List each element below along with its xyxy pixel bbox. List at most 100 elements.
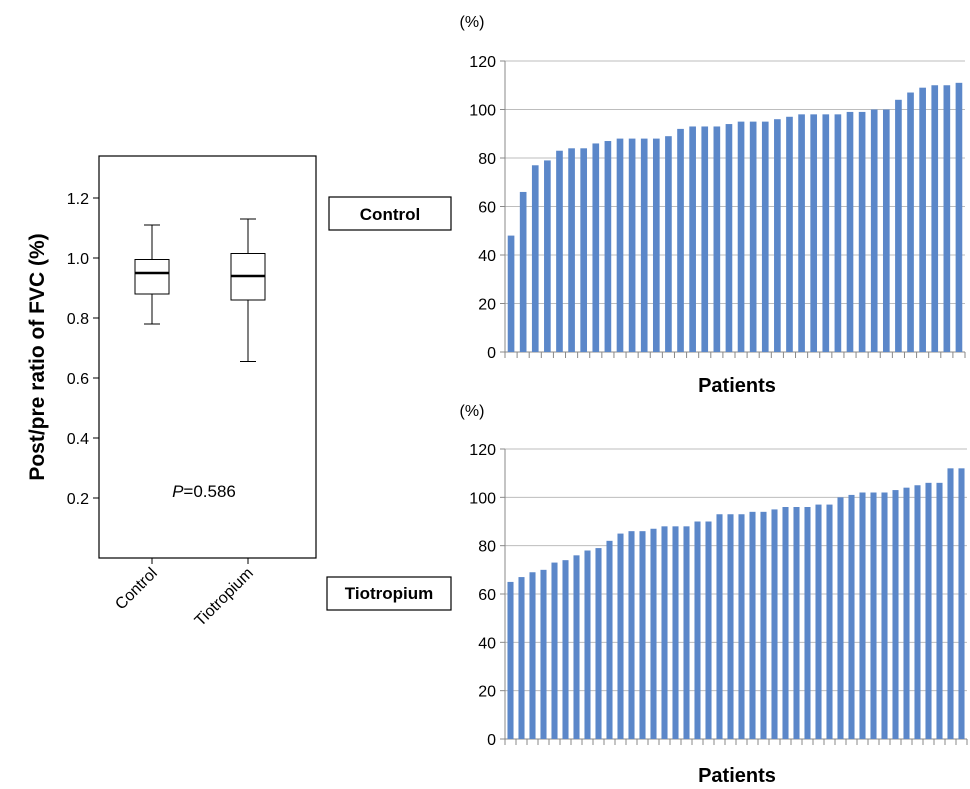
bar — [892, 490, 899, 739]
bar — [604, 141, 612, 352]
y-tick-label: 80 — [478, 539, 496, 556]
bar — [705, 521, 712, 739]
bar — [848, 494, 855, 739]
bar — [826, 504, 833, 739]
bar — [798, 114, 805, 352]
bar — [846, 111, 854, 352]
tiotropium-bar-chart: (%) 0 20 40 60 80 100 120 Patients — [460, 403, 968, 787]
bar — [761, 121, 769, 352]
bar — [749, 121, 757, 352]
bar — [895, 99, 902, 352]
bar — [760, 511, 767, 739]
bar — [858, 111, 866, 352]
bar — [573, 555, 580, 739]
boxplot-y-tick-label: 1.2 — [67, 191, 89, 208]
bar — [919, 87, 926, 353]
boxplot-y-axis-label: Post/pre ratio of FVC (%) — [26, 233, 49, 480]
boxplot-y-ticks: 0.2 0.4 0.6 0.8 1.0 1.2 — [67, 191, 99, 508]
y-tick-label: 120 — [469, 442, 496, 459]
bar — [518, 577, 525, 739]
boxplot-x-tick-label: Control — [112, 565, 160, 613]
group-label-tiotropium-text: Tiotropium — [345, 584, 433, 603]
boxplot-x-tick-label: Tiotropium — [192, 565, 257, 630]
tiotropium-bars — [507, 468, 965, 739]
y-tick-label: 40 — [478, 248, 496, 265]
y-tick-label: 80 — [478, 151, 496, 168]
bar — [955, 82, 963, 352]
bar — [531, 165, 539, 352]
bar — [943, 85, 951, 352]
bar — [519, 191, 527, 352]
y-tick-label: 60 — [478, 587, 496, 604]
bar — [837, 497, 844, 739]
y-tick-label: 20 — [478, 684, 496, 701]
group-label-tiotropium: Tiotropium — [326, 576, 452, 611]
group-label-control: Control — [328, 196, 452, 231]
bar — [725, 124, 733, 352]
bar — [507, 235, 515, 352]
control-bars — [507, 82, 963, 353]
control-x-tick-marks — [504, 352, 966, 358]
bar — [947, 468, 954, 739]
bar — [592, 143, 600, 352]
bar — [925, 482, 932, 739]
bar — [815, 504, 822, 739]
bar — [689, 126, 696, 352]
bar — [716, 514, 723, 739]
bar — [749, 511, 756, 739]
bar — [694, 521, 701, 739]
boxplot-y-tick-label: 1.0 — [67, 251, 89, 268]
bar — [907, 92, 914, 353]
box-tiotropium — [230, 218, 266, 362]
bar — [628, 531, 635, 739]
y-tick-label: 100 — [469, 103, 496, 120]
control-x-axis-label: Patients — [698, 375, 776, 397]
bar — [640, 138, 648, 352]
bar — [804, 507, 811, 739]
boxplot-y-tick-label: 0.4 — [67, 431, 89, 448]
tiotropium-y-ticks: 0 20 40 60 80 100 120 — [469, 442, 505, 749]
bar — [774, 119, 781, 352]
bar — [544, 160, 551, 352]
group-label-control-frame — [328, 196, 452, 231]
boxplot-y-tick-label: 0.2 — [67, 491, 89, 508]
bar — [727, 514, 734, 739]
bar — [595, 548, 602, 739]
bar — [701, 126, 709, 352]
y-tick-label: 40 — [478, 635, 496, 652]
y-tick-label: 0 — [487, 732, 496, 749]
boxplot-frame — [98, 155, 317, 559]
tiotropium-x-tick-marks — [504, 739, 968, 745]
bar — [810, 114, 818, 352]
bar — [556, 150, 563, 352]
boxplot-y-tick-label: 0.8 — [67, 311, 89, 328]
bar — [584, 550, 591, 739]
bar — [903, 487, 910, 739]
y-tick-label: 0 — [487, 345, 496, 362]
bar — [914, 485, 921, 739]
bar — [793, 507, 800, 739]
p-value-number: =0.586 — [183, 482, 235, 501]
bar — [562, 560, 569, 739]
bar — [870, 492, 877, 739]
bar — [859, 492, 866, 739]
bar — [628, 138, 636, 352]
group-label-tiotropium-frame — [326, 576, 452, 611]
box-control — [134, 224, 170, 325]
control-y-ticks: 0 20 40 60 80 100 120 — [469, 54, 505, 362]
bar — [958, 468, 965, 739]
group-label-control-text: Control — [360, 205, 420, 224]
bar — [580, 148, 588, 352]
boxplot-panel: Post/pre ratio of FVC (%) 0.2 0.4 0.6 0.8 1.… — [26, 155, 317, 630]
bar — [540, 569, 547, 739]
bar — [782, 507, 789, 739]
bar — [652, 138, 660, 352]
bar — [665, 136, 672, 352]
bar — [661, 526, 668, 739]
bar — [713, 126, 721, 352]
bar — [771, 509, 778, 739]
bar — [529, 572, 536, 739]
p-value-symbol: P — [172, 482, 184, 501]
boxplot-y-tick-label: 0.6 — [67, 371, 89, 388]
y-tick-label: 120 — [469, 54, 496, 71]
